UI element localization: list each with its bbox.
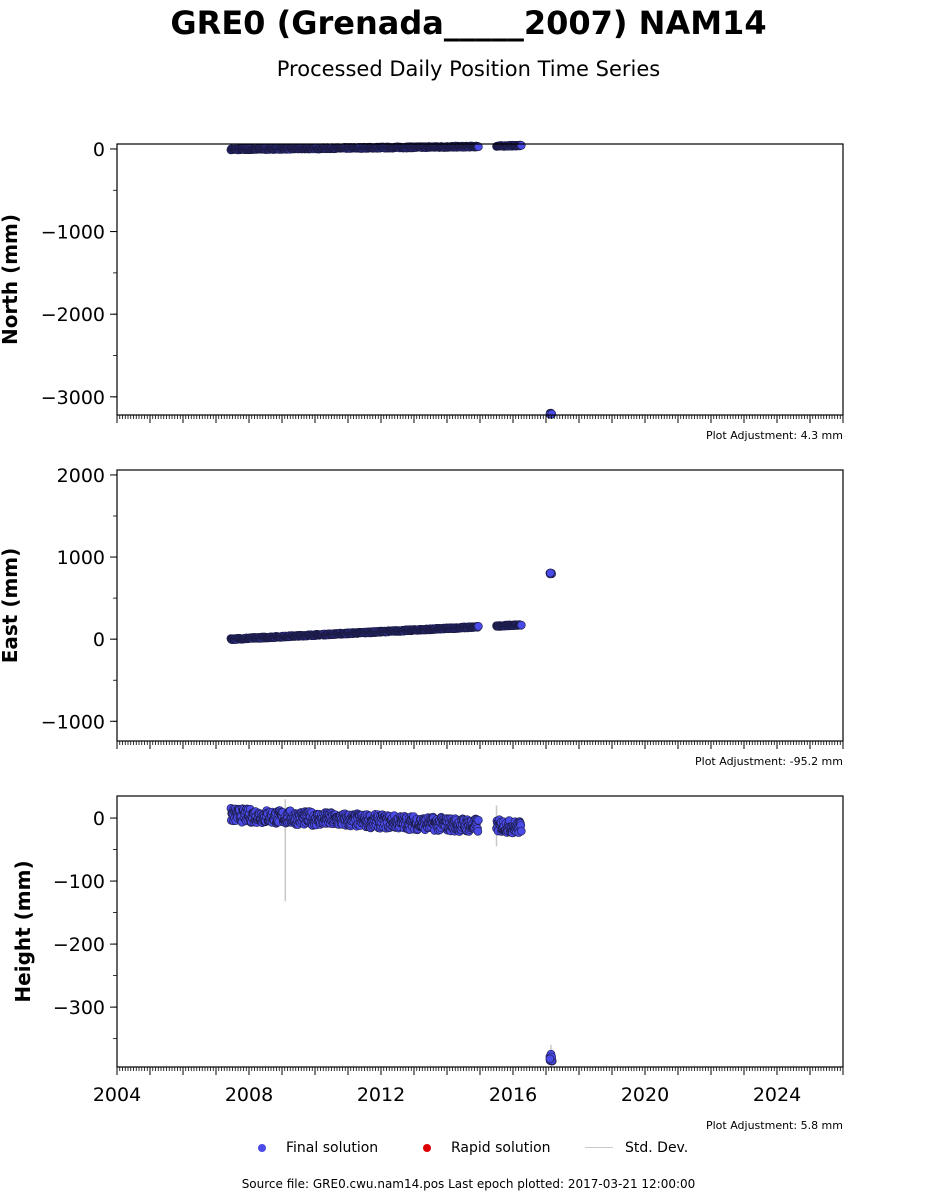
- plot-adjustment-note: Plot Adjustment: 4.3 mm: [706, 429, 843, 442]
- y-tick-label: −100: [53, 871, 105, 893]
- x-tick-label: 2020: [621, 1084, 669, 1106]
- source-note: Source file: GRE0.cwu.nam14.pos Last epo…: [241, 1177, 696, 1191]
- chart-subtitle: Processed Daily Position Time Series: [276, 57, 661, 81]
- legend-std-marker: [585, 1138, 613, 1158]
- x-tick-label: 2004: [93, 1084, 141, 1106]
- x-tick-label: 2016: [489, 1084, 537, 1106]
- plot-frame: [116, 143, 844, 416]
- legend-std: Std. Dev.: [585, 1138, 688, 1158]
- y-tick-label: −1000: [41, 711, 105, 733]
- y-tick-label: 2000: [57, 465, 105, 487]
- data-point: [516, 826, 526, 836]
- y-tick-label: 0: [93, 808, 105, 830]
- legend-std-label: Std. Dev.: [625, 1140, 689, 1156]
- plot-adjustment-note: Plot Adjustment: 5.8 mm: [706, 1119, 843, 1132]
- legend-final-marker: [252, 1138, 272, 1158]
- legend: Final solution Rapid solution Std. Dev.: [0, 1138, 937, 1158]
- y-axis-label: Height (mm): [11, 860, 35, 1002]
- data-point: [473, 826, 483, 836]
- legend-rapid: Rapid solution: [417, 1138, 551, 1158]
- data-point: [516, 141, 526, 150]
- data-point: [545, 1054, 555, 1064]
- y-axis-label: East (mm): [0, 548, 22, 664]
- y-tick-label: −300: [53, 997, 105, 1019]
- y-tick-label: −200: [53, 934, 105, 956]
- y-tick-label: −2000: [41, 304, 105, 326]
- y-axis-label: North (mm): [0, 214, 22, 345]
- data-point: [474, 142, 483, 151]
- y-tick-label: 1000: [57, 547, 105, 569]
- legend-final-label: Final solution: [286, 1140, 379, 1156]
- data-point: [474, 621, 483, 631]
- plot-adjustment-note: Plot Adjustment: -95.2 mm: [695, 755, 843, 768]
- data-point: [546, 568, 555, 578]
- y-tick-label: −1000: [41, 222, 105, 244]
- y-tick-label: 0: [93, 139, 105, 161]
- x-tick-label: 2008: [225, 1084, 273, 1106]
- legend-rapid-label: Rapid solution: [451, 1140, 551, 1156]
- legend-rapid-marker: [417, 1138, 437, 1158]
- data-point: [474, 815, 483, 825]
- x-tick-label: 2012: [357, 1084, 405, 1106]
- legend-final: Final solution: [252, 1138, 378, 1158]
- data-point: [516, 620, 526, 630]
- chart-title: GRE0 (Grenada_____2007) NAM14: [170, 4, 767, 42]
- y-tick-label: 0: [93, 629, 105, 651]
- x-tick-label: 2024: [753, 1084, 801, 1106]
- plot-frame: [116, 469, 844, 742]
- y-tick-label: −3000: [41, 387, 105, 409]
- plot-frame: [116, 795, 844, 1068]
